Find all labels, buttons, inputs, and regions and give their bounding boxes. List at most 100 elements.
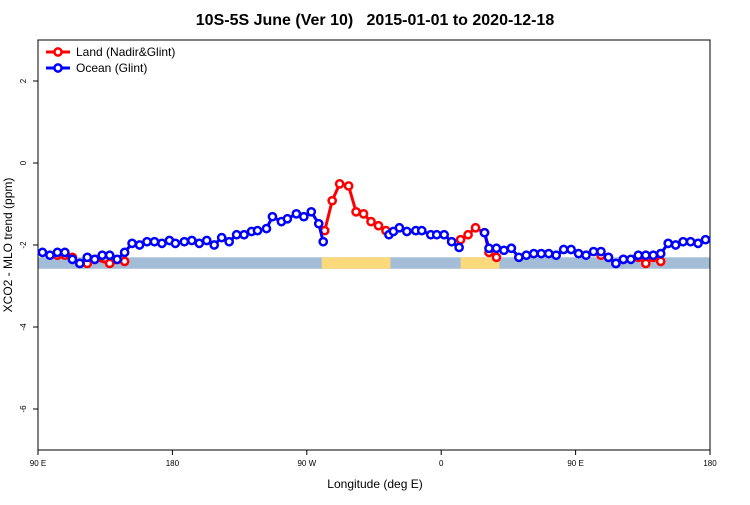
point [186, 235, 197, 246]
point [298, 211, 309, 222]
x-tick-label: 180 [166, 459, 180, 468]
point [640, 258, 651, 269]
y-tick-label: -2 [19, 241, 28, 249]
y-axis-title: XCO2 - MLO trend (ppm) [1, 178, 15, 313]
point [663, 238, 674, 249]
point [678, 236, 688, 247]
point [521, 250, 532, 261]
x-tick-label: 90 E [30, 459, 46, 468]
point [543, 248, 554, 259]
point [366, 216, 376, 227]
point [611, 258, 621, 269]
point [618, 254, 629, 265]
point [179, 236, 190, 247]
point [224, 236, 234, 247]
point [149, 236, 160, 247]
point [439, 229, 450, 240]
point [313, 218, 324, 229]
point [327, 195, 338, 206]
point [581, 250, 591, 261]
chart-title: 10S-5S June (Ver 10) 2015-01-01 to 2020-… [196, 12, 555, 29]
point [261, 223, 272, 234]
point [351, 206, 361, 217]
point [633, 250, 644, 261]
x-tick-label: 90 E [567, 459, 583, 468]
point [596, 246, 606, 257]
point [318, 236, 329, 247]
point [334, 179, 345, 189]
point [416, 225, 427, 236]
point [700, 234, 711, 245]
point [373, 220, 384, 231]
point [499, 245, 509, 256]
point [134, 240, 145, 250]
point [491, 252, 502, 263]
point [402, 226, 412, 237]
legend-marker [53, 63, 63, 73]
point [67, 254, 78, 265]
point [52, 247, 63, 258]
point [566, 244, 576, 255]
point [626, 254, 636, 265]
point [201, 235, 212, 246]
point [97, 250, 108, 261]
point [693, 238, 703, 249]
point [216, 232, 227, 243]
legend-label: Ocean (Glint) [76, 61, 147, 75]
point [463, 229, 473, 240]
point [588, 246, 599, 257]
point [528, 248, 539, 259]
point [603, 252, 614, 263]
point [491, 243, 502, 254]
point [640, 250, 651, 261]
point [119, 256, 130, 267]
point [484, 243, 494, 254]
point [506, 243, 517, 254]
point [60, 247, 70, 258]
point [306, 206, 317, 217]
point [89, 254, 100, 265]
y-tick-label: -4 [19, 323, 28, 331]
point [670, 240, 681, 250]
point [104, 258, 115, 269]
y-tick-label: -6 [19, 405, 28, 413]
point [112, 254, 122, 265]
x-tick-label: 180 [703, 459, 717, 468]
point [104, 250, 115, 261]
point [127, 238, 137, 249]
point [358, 208, 369, 219]
point [209, 240, 220, 250]
point [37, 247, 48, 258]
point [119, 247, 130, 258]
point [431, 229, 442, 240]
x-axis-title: Longitude (deg E) [327, 477, 422, 491]
point [655, 248, 666, 259]
point [514, 252, 524, 263]
point [82, 252, 93, 263]
point [194, 238, 205, 249]
point [343, 181, 354, 191]
point [655, 256, 666, 267]
y-tick-label: 2 [19, 78, 28, 83]
point [479, 227, 490, 238]
land-band [460, 257, 500, 269]
legend-marker [53, 47, 63, 57]
point [282, 213, 293, 224]
point [142, 236, 152, 247]
point [455, 234, 466, 245]
point [470, 222, 481, 233]
point [685, 236, 696, 247]
point [536, 248, 547, 259]
point [454, 242, 464, 253]
point [394, 222, 405, 233]
point [291, 208, 302, 219]
land-band [321, 257, 391, 269]
point [239, 229, 249, 240]
point [231, 229, 242, 240]
x-tick-label: 90 W [297, 459, 316, 468]
point [157, 238, 167, 249]
point [267, 211, 278, 222]
point [45, 250, 55, 261]
point [573, 248, 584, 259]
